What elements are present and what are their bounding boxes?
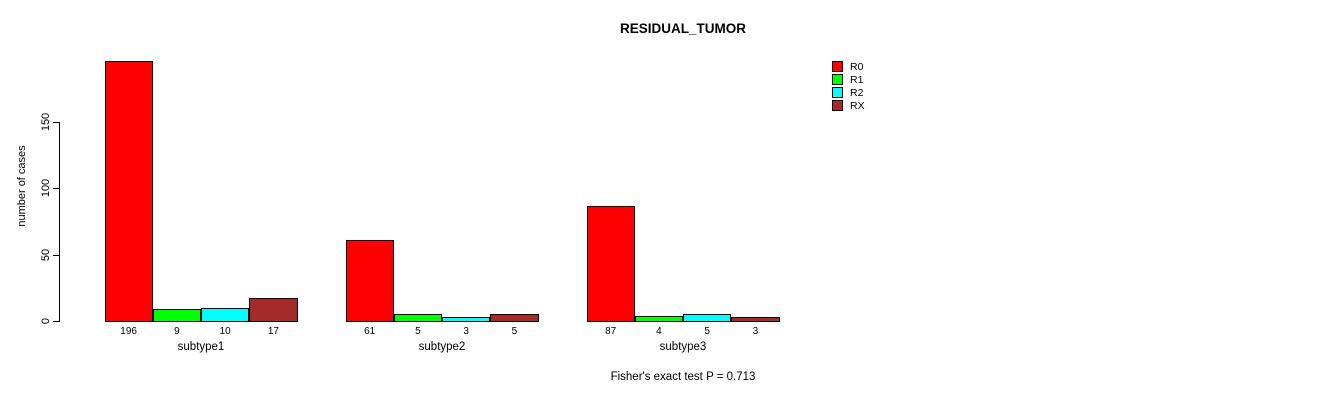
y-axis-line: [59, 122, 60, 322]
bar-value-label: 5: [415, 326, 421, 337]
bar-value-label: 3: [463, 326, 469, 337]
bar-r1-subtype3: [634, 315, 683, 322]
bar-value-label: 5: [511, 326, 518, 337]
bar-r0-subtype3: [586, 205, 635, 322]
bar-value-label: 5: [704, 326, 710, 337]
category-label-subtype3: subtype3: [659, 341, 707, 353]
bar-rx-subtype2: [490, 314, 539, 322]
y-axis-tick-label: 50: [40, 248, 52, 261]
bar-r0-subtype2: [345, 240, 394, 322]
chart-title: RESIDUAL_TUMOR: [619, 21, 747, 36]
category-label-subtype1: subtype1: [177, 341, 225, 353]
bar-r2-subtype1: [201, 307, 250, 322]
legend-row-r2: R2: [832, 86, 865, 99]
fisher-test-annotation: Fisher's exact test P = 0.713: [610, 371, 756, 383]
bar-value-label: 61: [364, 326, 376, 337]
bar-r1-subtype1: [152, 309, 201, 322]
y-axis-tick-label: 0: [40, 317, 52, 325]
bar-value-label: 4: [656, 326, 662, 337]
bar-r1-subtype2: [393, 314, 442, 322]
legend-swatch-rx: [832, 100, 843, 111]
legend-label-r1: R1: [850, 73, 864, 86]
y-axis-tick-label: 100: [40, 179, 52, 198]
bar-value-label: 87: [605, 326, 617, 337]
bar-rx-subtype3: [731, 317, 780, 322]
y-axis-tick: [53, 321, 59, 322]
bar-rx-subtype1: [249, 298, 298, 322]
bar-value-label: 17: [267, 326, 279, 337]
legend: R0 R1 R2 RX: [832, 60, 865, 112]
legend-swatch-r1: [832, 74, 843, 85]
legend-swatch-r0: [832, 61, 843, 72]
bar-value-label: 196: [120, 326, 137, 337]
bar-r2-subtype2: [442, 317, 491, 322]
category-label-subtype2: subtype2: [418, 341, 466, 353]
legend-row-r0: R0: [832, 60, 865, 73]
legend-label-rx: RX: [850, 99, 865, 112]
legend-row-rx: RX: [832, 99, 865, 112]
bar-value-label: 3: [752, 326, 759, 337]
bar-value-label: 9: [174, 326, 180, 337]
legend-row-r1: R1: [832, 73, 865, 86]
y-axis-tick: [53, 122, 59, 123]
bar-r0-subtype1: [104, 60, 153, 322]
bar-value-label: 10: [219, 326, 231, 337]
y-axis-tick: [53, 188, 59, 190]
legend-label-r0: R0: [850, 60, 864, 73]
y-axis-tick-label: 150: [40, 112, 52, 132]
y-axis-tick: [53, 254, 59, 256]
legend-swatch-r2: [832, 87, 843, 98]
y-axis-label: number of cases: [16, 145, 28, 227]
legend-label-r2: R2: [850, 86, 864, 99]
bar-r2-subtype3: [683, 314, 732, 322]
